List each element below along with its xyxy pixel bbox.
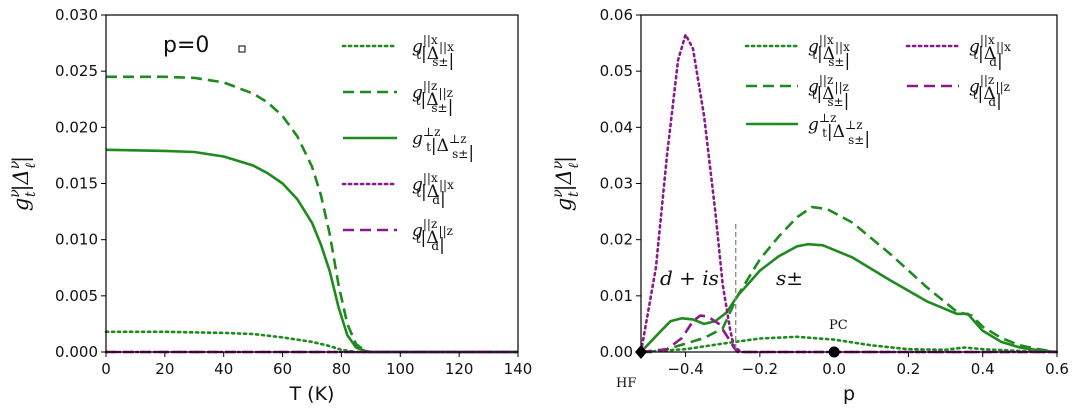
series-line-1 bbox=[639, 335, 1059, 354]
x-tick-label: 60 bbox=[273, 360, 292, 378]
legend-label: g||z t|Δ||z s±| bbox=[808, 73, 849, 111]
x-tick-label: 0 bbox=[101, 360, 111, 378]
y-axis-label: gνt|Δνℓ| bbox=[7, 156, 39, 211]
y-tick-label: 0.01 bbox=[600, 287, 633, 305]
plot-frame bbox=[105, 14, 519, 353]
y-tick-label: 0.05 bbox=[600, 62, 633, 80]
legend-label: g⊥z t|Δ⊥z s±| bbox=[412, 125, 474, 163]
y-tick-label: 0.030 bbox=[55, 6, 98, 24]
annotation-hf: HF bbox=[616, 376, 636, 391]
x-tick-label: 20 bbox=[155, 360, 174, 378]
legend-label: g⊥z t|Δ⊥z s±| bbox=[808, 111, 870, 149]
series-line-5 bbox=[640, 314, 1057, 354]
x-tick-label: 0.4 bbox=[971, 360, 995, 378]
pc-marker bbox=[828, 346, 840, 358]
y-tick-label: 0.00 bbox=[600, 343, 633, 361]
legend-label: g||z t|Δ||z d| bbox=[412, 217, 453, 255]
x-tick-label: 100 bbox=[386, 360, 415, 378]
x-tick-label: 140 bbox=[504, 360, 533, 378]
x-axis-label: p bbox=[843, 383, 855, 405]
y-tick-label: 0.010 bbox=[55, 231, 98, 249]
legend-label: g||x t|Δ||x s±| bbox=[412, 33, 454, 71]
x-tick-label: 0.6 bbox=[1045, 360, 1069, 378]
legend-label: g||z t|Δ||z d| bbox=[969, 73, 1010, 111]
x-tick-label: 40 bbox=[214, 360, 233, 378]
series-line-3 bbox=[640, 242, 1058, 354]
y-tick-label: 0.06 bbox=[600, 6, 633, 24]
annotation-pc: PC bbox=[829, 318, 848, 333]
series-line-1 bbox=[104, 330, 520, 354]
x-tick-label: −0.4 bbox=[667, 360, 703, 378]
annotation-s-pm: s± bbox=[776, 266, 803, 290]
left-chart-panel: 0 20 40 60 80 100 120 140 0.000 0.005 0.010 0.015 0.… bbox=[7, 6, 532, 405]
series-line-2 bbox=[106, 75, 518, 354]
y-tick-label: 0.02 bbox=[600, 231, 633, 249]
small-square-marker bbox=[238, 45, 246, 53]
x-axis-label: T (K) bbox=[289, 383, 335, 405]
hf-marker bbox=[635, 345, 647, 359]
y-tick-label: 0.04 bbox=[600, 118, 633, 136]
x-tick-label: 120 bbox=[445, 360, 474, 378]
y-tick-label: 0.000 bbox=[55, 343, 98, 361]
y-axis-label: gνt|Δνℓ| bbox=[550, 156, 582, 211]
legend-label: g||z t|Δ||z s±| bbox=[412, 79, 453, 117]
panel-annotation: p=0 bbox=[163, 33, 209, 58]
series-line-2 bbox=[641, 205, 1058, 354]
legend-label: g||x t|Δ||x s±| bbox=[808, 33, 850, 71]
y-tick-label: 0.025 bbox=[55, 62, 98, 80]
y-tick-label: 0.020 bbox=[55, 118, 98, 136]
right-chart-panel: −0.4 −0.2 0.0 0.2 0.4 0.6 0.00 0.01 0.02 0.03 0.04… bbox=[550, 6, 1069, 405]
x-tick-label: 0.0 bbox=[822, 360, 846, 378]
x-tick-label: −0.2 bbox=[742, 360, 778, 378]
y-tick-label: 0.015 bbox=[55, 175, 98, 193]
y-tick-label: 0.005 bbox=[55, 287, 98, 305]
x-tick-label: 0.2 bbox=[896, 360, 920, 378]
y-tick-label: 0.03 bbox=[600, 175, 633, 193]
series-line-3 bbox=[105, 148, 518, 354]
legend-label: g||x t|Δ||x d| bbox=[969, 33, 1011, 71]
legend-label: g||x t|Δ||x d| bbox=[412, 171, 454, 209]
x-tick-label: 80 bbox=[332, 360, 351, 378]
annotation-d-is: d + is bbox=[660, 266, 719, 290]
